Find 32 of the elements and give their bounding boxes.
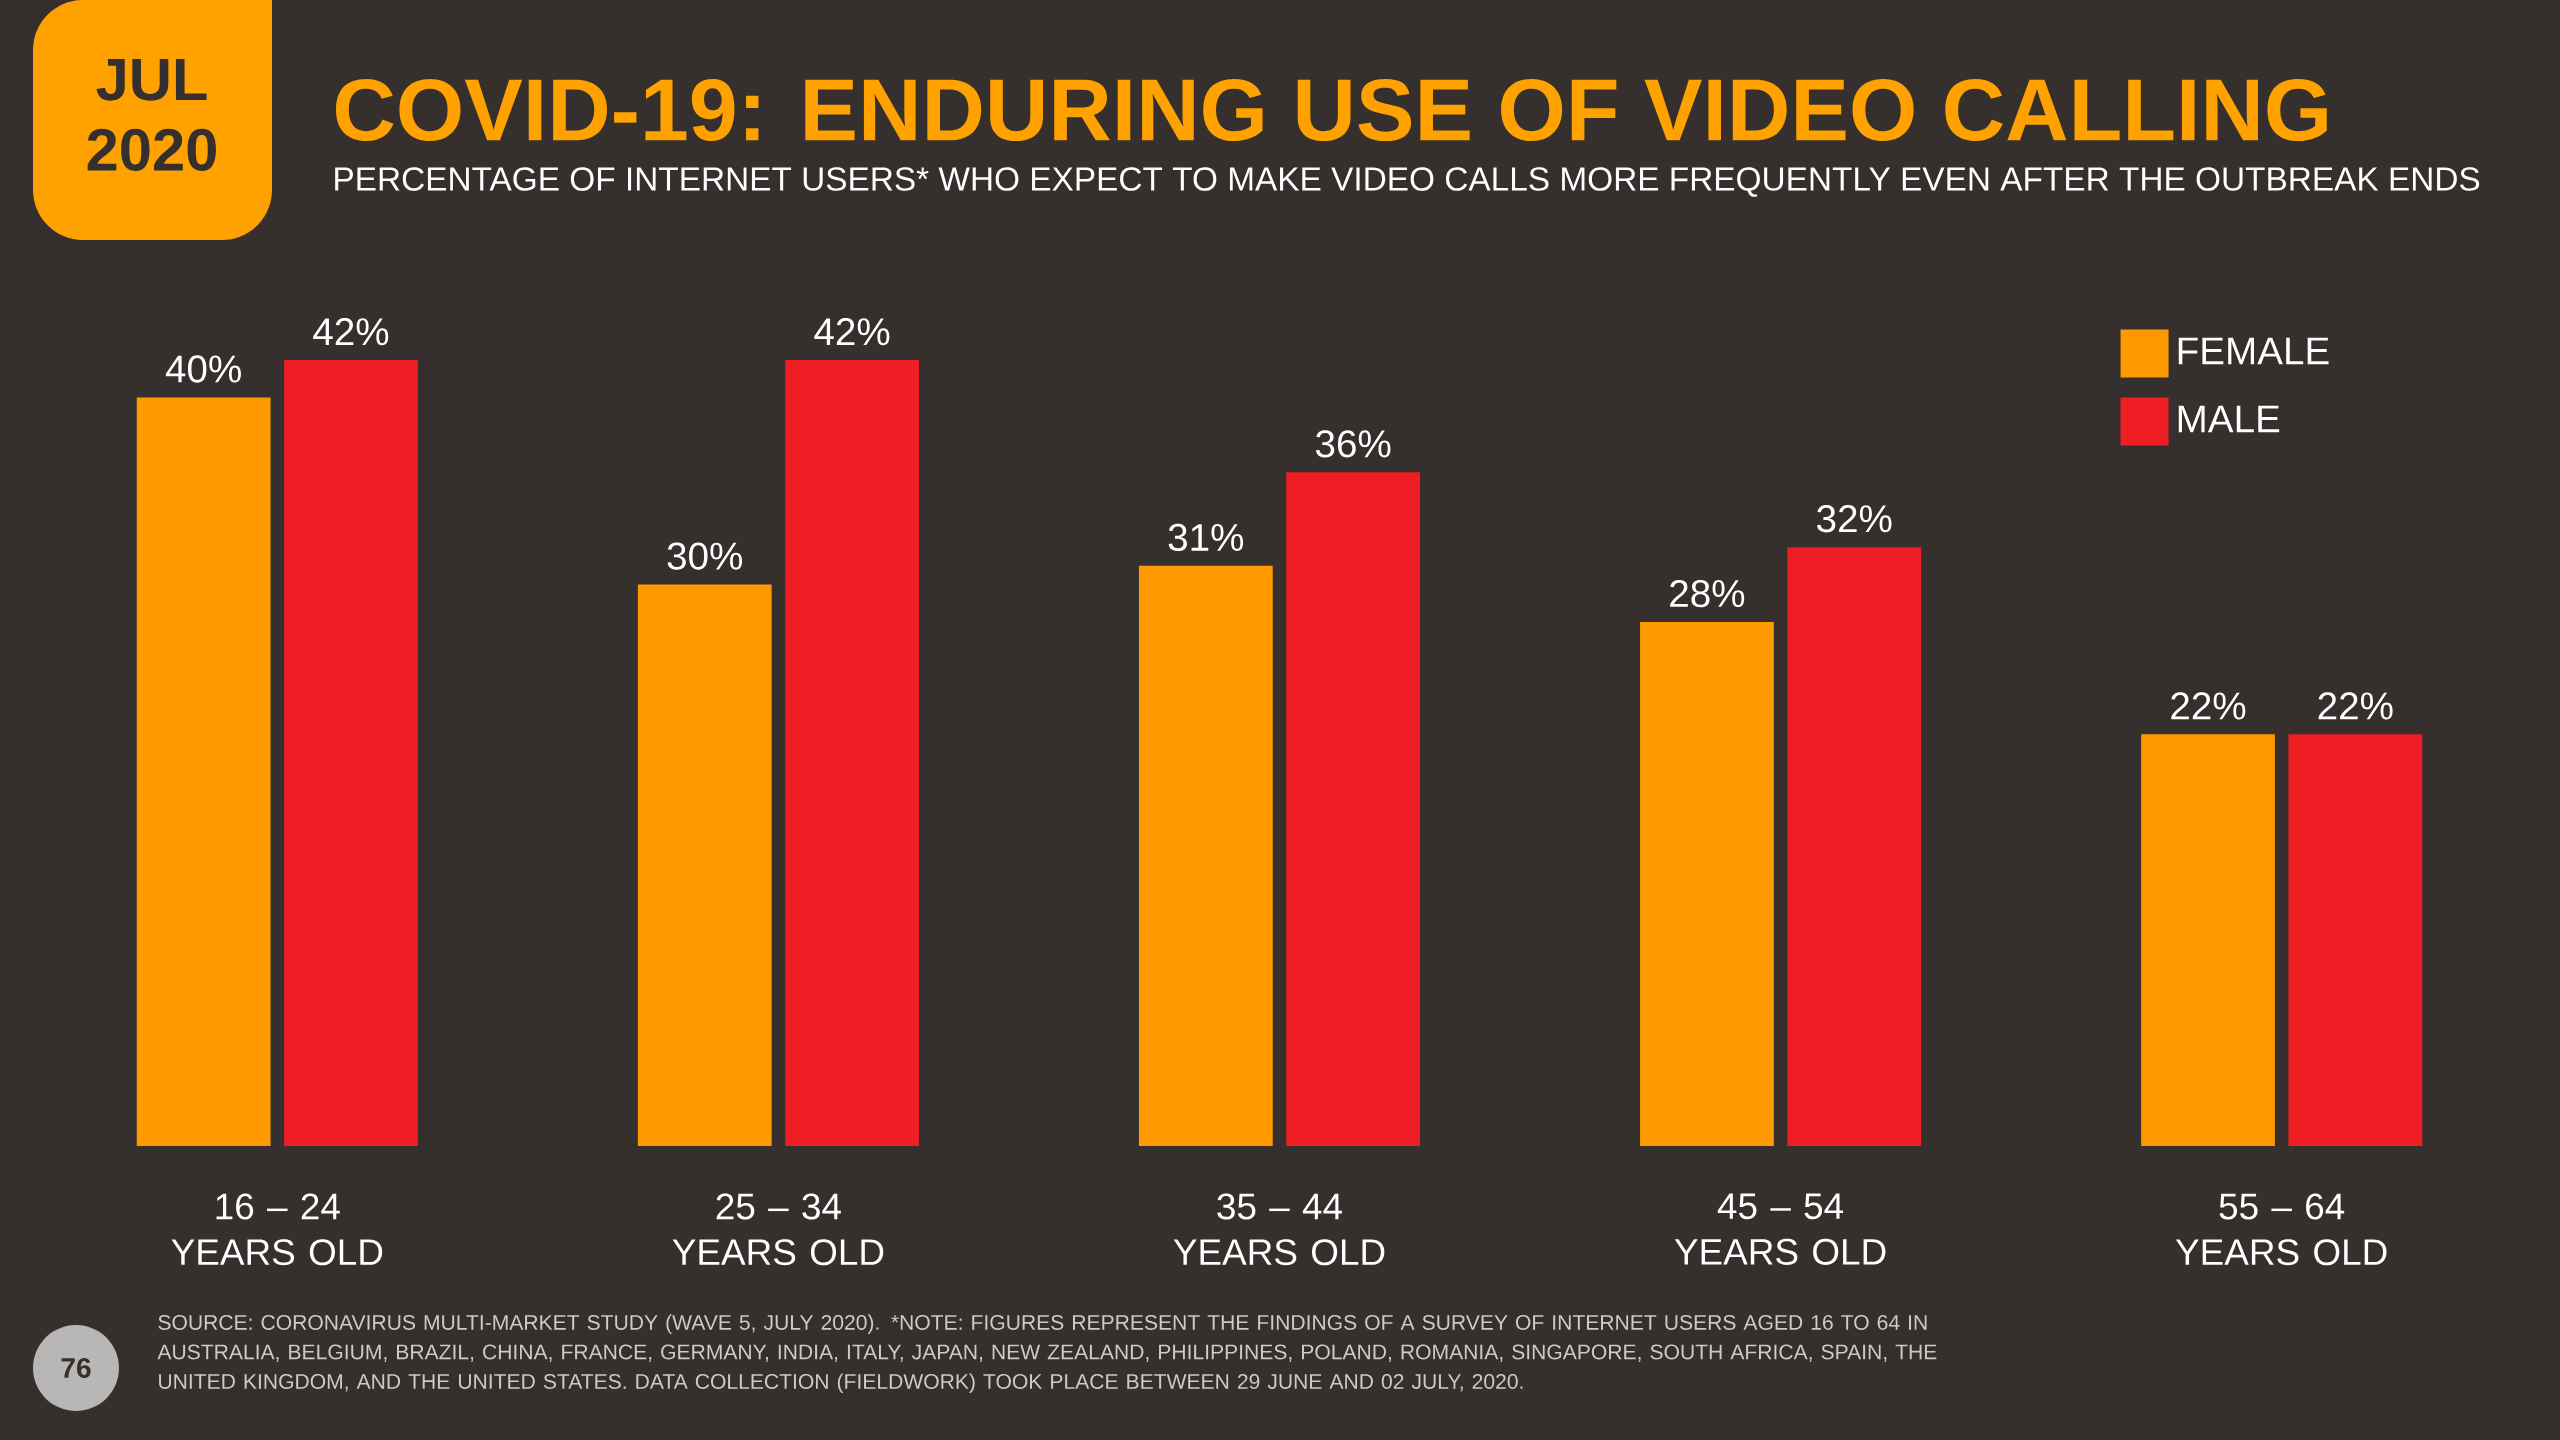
bar bbox=[785, 360, 919, 1146]
bar bbox=[2141, 734, 2275, 1146]
data-label: 22% bbox=[2171, 692, 2246, 720]
legend-label: FEMALE bbox=[2178, 337, 2329, 365]
data-label: 32% bbox=[1817, 505, 1892, 533]
data-label: 31% bbox=[1168, 523, 1244, 552]
x-tick-label: 25 – 34 YEARS OLD bbox=[672, 1193, 884, 1266]
bar bbox=[1640, 622, 1774, 1146]
data-label: 30% bbox=[667, 542, 743, 570]
x-tick-label: 35 – 44 YEARS OLD bbox=[1173, 1193, 1385, 1266]
data-label: 40% bbox=[165, 355, 241, 383]
bar bbox=[1138, 565, 1273, 1146]
text: JUL 2020 bbox=[87, 58, 216, 171]
bar bbox=[284, 360, 418, 1146]
bar bbox=[136, 397, 271, 1146]
text: 76 bbox=[61, 1358, 91, 1378]
source-note: SOURCE: CORONAVIRUS MULTI-MARKET STUDY (WAVE 5, JULY 2020). *NOTE: FIGURES REPRESENT THE FINDINGS OF A SURVEY OF INTERNET USERS AGED 16 TO 64 IN AUSTRALIA, BELGIUM, BRAZIL, CHINA, FRANCE, GERMANY, INDIA, ITALY, JAPAN, NEW ZEALAND, PHILIPPINES, POLAND, ROMANIA, SINGAPORE, SOUTH AFRICA, SPAIN, THE UNITED KINGDOM, AND THE UNITED STATES. DATA COLLECTION (FIELDWORK) TOOK PLACE BETWEEN 29 JUNE AND 02 JULY, 2020. bbox=[157, 1314, 1937, 1394]
chart-title: COVID-19: ENDURING USE OF VIDEO CALLING bbox=[336, 78, 2327, 142]
data-label: 42% bbox=[313, 318, 389, 346]
data-label: 36% bbox=[1315, 430, 1391, 458]
x-tick-label: 16 – 24 YEARS OLD bbox=[171, 1193, 383, 1266]
bar bbox=[2288, 734, 2423, 1146]
data-label: 22% bbox=[2318, 692, 2393, 720]
x-tick-label: 55 – 64 YEARS OLD bbox=[2175, 1193, 2387, 1266]
chart-subtitle: PERCENTAGE OF INTERNET USERS* WHO EXPECT TO MAKE VIDEO CALLS MORE FREQUENTLY EVEN AFTER THE OUTBREAK ENDS bbox=[335, 167, 2480, 197]
bar bbox=[637, 584, 772, 1146]
bar bbox=[1787, 547, 1922, 1146]
bar bbox=[1286, 472, 1421, 1146]
data-label: 28% bbox=[1670, 579, 1745, 608]
data-label: 42% bbox=[814, 318, 890, 346]
x-tick-label: 45 – 54 YEARS OLD bbox=[1674, 1193, 1886, 1265]
legend-label: MALE bbox=[2178, 405, 2280, 433]
